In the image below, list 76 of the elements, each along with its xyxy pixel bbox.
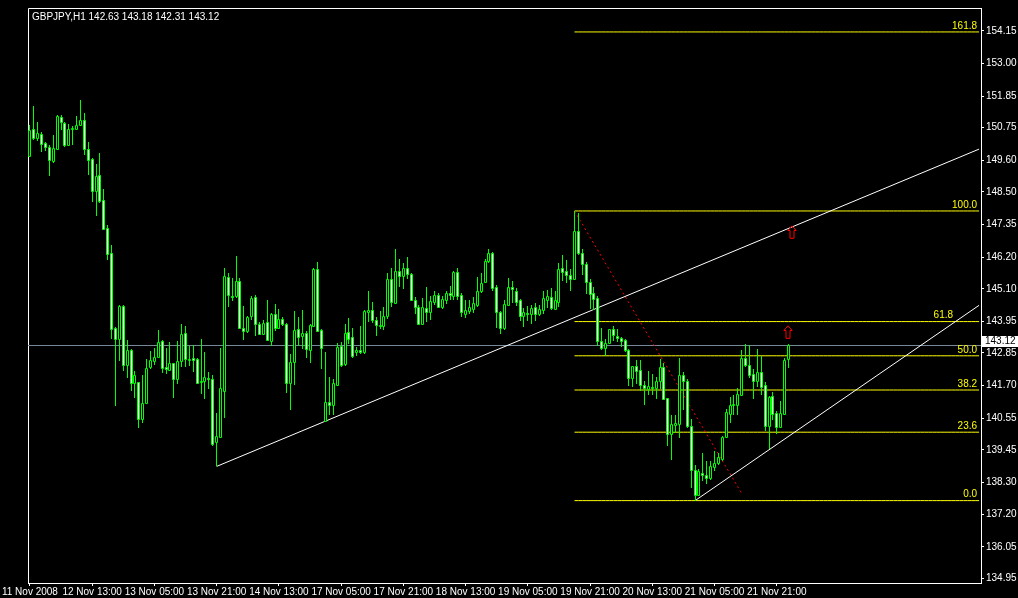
y-tick-label: 153.00 bbox=[986, 57, 1018, 69]
series-label: 100.0 bbox=[952, 198, 978, 210]
candlestick bbox=[172, 362, 175, 399]
y-tick-label: 140.55 bbox=[986, 412, 1018, 424]
x-tick-label: 19 Nov 05:00 bbox=[498, 585, 559, 597]
candlestick bbox=[231, 277, 234, 302]
y-tick-label: 147.35 bbox=[986, 218, 1018, 230]
chart-title: GBPJPY,H1 142.63 143.18 142.31 143.12 bbox=[32, 10, 220, 22]
series-label: 61.8 bbox=[933, 309, 954, 321]
candlestick bbox=[705, 460, 708, 485]
y-tick-label: 146.20 bbox=[986, 251, 1018, 263]
y-tick-label: 134.95 bbox=[986, 571, 1018, 583]
x-tick-label: 17 Nov 05:00 bbox=[311, 585, 372, 597]
candlestick bbox=[48, 144, 51, 177]
candlestick bbox=[709, 460, 712, 481]
x-tick-label: 13 Nov 21:00 bbox=[186, 585, 247, 597]
y-tick-label: 148.50 bbox=[986, 185, 1018, 197]
x-tick-label: 19 Nov 21:00 bbox=[560, 585, 621, 597]
ref-line-label: 143.12 bbox=[985, 335, 1017, 347]
candlestick bbox=[250, 295, 253, 321]
x-tick-label: 11 Nov 2008 bbox=[1, 585, 59, 597]
x-tick-label: 17 Nov 21:00 bbox=[373, 585, 434, 597]
x-tick-label: 13 Nov 05:00 bbox=[124, 585, 185, 597]
candlestick bbox=[324, 351, 327, 423]
candlestick bbox=[651, 373, 654, 396]
candlestick bbox=[565, 259, 568, 284]
candlestick bbox=[266, 299, 269, 342]
series-label: 161.8 bbox=[952, 19, 978, 31]
candlestick bbox=[196, 357, 199, 385]
y-tick-label: 139.45 bbox=[986, 443, 1018, 455]
x-tick-label: 21 Nov 21:00 bbox=[747, 585, 807, 597]
candlestick bbox=[425, 286, 428, 323]
candlestick bbox=[647, 370, 650, 396]
candlestick bbox=[550, 287, 553, 311]
candlestick bbox=[511, 280, 514, 304]
candlestick bbox=[421, 297, 424, 326]
candlestick bbox=[351, 327, 354, 359]
series-label: 0.0 bbox=[963, 488, 978, 500]
x-tick-label: 14 Nov 13:00 bbox=[249, 585, 310, 597]
y-tick-label: 142.85 bbox=[986, 346, 1018, 358]
candlestick bbox=[542, 290, 545, 315]
x-tick-label: 18 Nov 13:00 bbox=[435, 585, 496, 597]
candlestick bbox=[402, 262, 405, 290]
candlestick bbox=[371, 301, 374, 324]
x-tick-label: 20 Nov 13:00 bbox=[622, 585, 683, 597]
y-tick-label: 143.95 bbox=[986, 315, 1018, 327]
y-tick-label: 145.10 bbox=[986, 282, 1018, 294]
candlestick bbox=[301, 309, 304, 350]
candlestick bbox=[752, 368, 755, 400]
candlestick bbox=[697, 468, 700, 497]
y-tick-label: 154.15 bbox=[986, 24, 1018, 36]
y-tick-label: 150.75 bbox=[986, 121, 1018, 133]
series-label: 23.6 bbox=[957, 419, 978, 431]
candlestick bbox=[36, 121, 39, 142]
candlestick bbox=[787, 343, 790, 369]
x-tick-label: 21 Nov 05:00 bbox=[684, 585, 745, 597]
candlestick bbox=[40, 131, 43, 153]
candlestick bbox=[530, 304, 533, 325]
candlestick bbox=[639, 359, 642, 392]
y-tick-label: 141.70 bbox=[986, 379, 1018, 391]
y-tick-label: 149.60 bbox=[986, 154, 1018, 166]
series-label: 38.2 bbox=[957, 377, 978, 389]
y-tick-label: 138.30 bbox=[986, 476, 1018, 488]
y-tick-label: 137.20 bbox=[986, 507, 1018, 519]
candlestick bbox=[476, 276, 479, 308]
candlestick bbox=[429, 295, 432, 321]
y-tick-label: 151.85 bbox=[986, 90, 1018, 102]
y-tick-label: 136.05 bbox=[986, 540, 1018, 552]
candlestick bbox=[756, 348, 759, 388]
candlestick bbox=[95, 163, 98, 217]
candlestick bbox=[200, 338, 203, 395]
series-label: 50.0 bbox=[957, 343, 978, 355]
candlestick bbox=[71, 125, 74, 146]
candlestick bbox=[635, 359, 638, 385]
x-tick-label: 12 Nov 13:00 bbox=[62, 585, 123, 597]
candlestick bbox=[748, 344, 751, 379]
